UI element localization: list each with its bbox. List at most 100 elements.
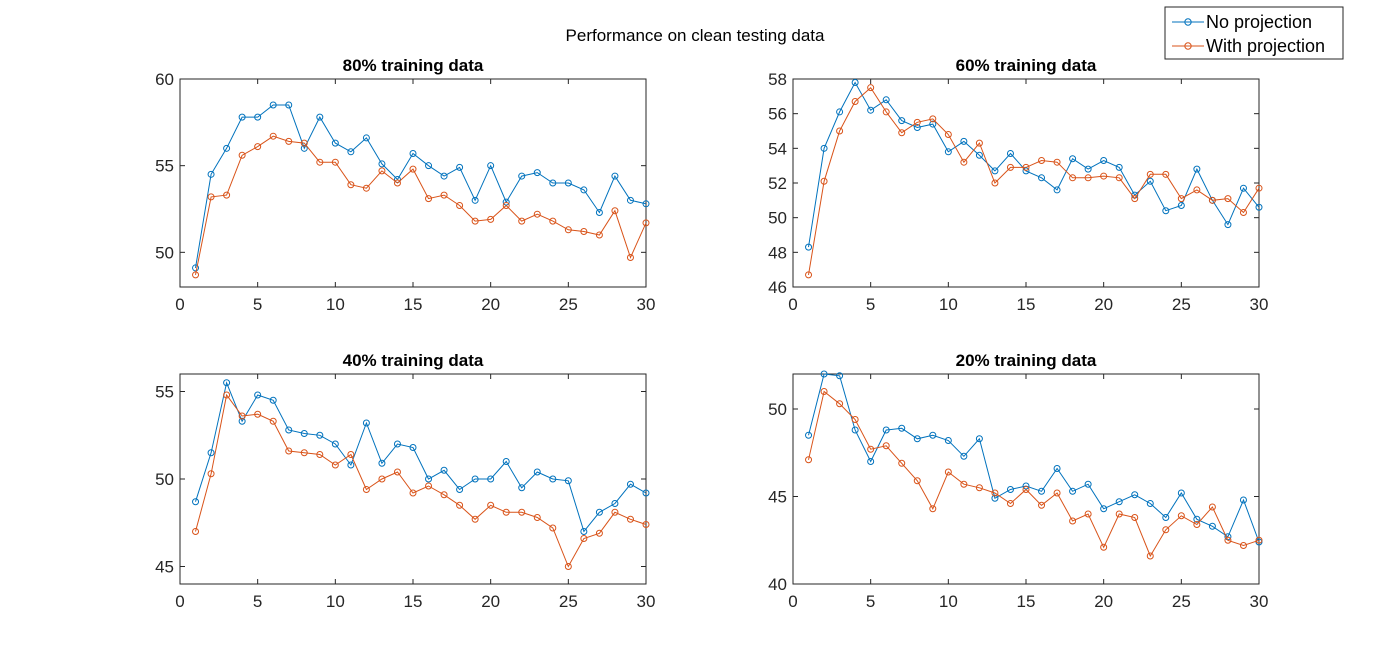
- data-point-no-projection: [238, 417, 246, 425]
- data-point-no-projection: [409, 444, 417, 451]
- data-point-no-projection: [851, 426, 859, 434]
- data-point-with-projection: [1146, 552, 1154, 560]
- data-point-with-projection: [611, 508, 619, 516]
- data-point-with-projection: [1100, 543, 1108, 551]
- data-point-no-projection: [991, 167, 999, 175]
- data-point-with-projection: [1208, 196, 1216, 204]
- x-tick-label: 30: [1250, 295, 1269, 314]
- data-point-with-projection: [851, 98, 859, 106]
- data-point-no-projection: [1239, 496, 1247, 504]
- data-point-with-projection: [347, 451, 355, 458]
- x-tick-label: 25: [559, 295, 578, 314]
- data-point-no-projection: [425, 475, 433, 483]
- data-point-no-projection: [1115, 498, 1123, 506]
- data-point-no-projection: [409, 150, 417, 158]
- data-point-with-projection: [991, 489, 999, 497]
- y-tick-label: 54: [768, 139, 787, 158]
- data-point-no-projection: [595, 208, 603, 216]
- data-point-no-projection: [331, 139, 339, 147]
- data-point-with-projection: [1224, 195, 1232, 203]
- data-point-no-projection: [192, 264, 200, 272]
- data-point-no-projection: [425, 162, 433, 170]
- legend-marker-no-projection: [1184, 18, 1192, 26]
- data-point-no-projection: [269, 396, 277, 404]
- series-line-no-projection: [808, 373, 1260, 543]
- data-point-no-projection: [820, 144, 828, 152]
- data-point-no-projection: [347, 461, 355, 469]
- data-point-with-projection: [1208, 503, 1216, 511]
- data-point-with-projection: [944, 468, 952, 476]
- data-point-with-projection: [471, 515, 479, 523]
- data-point-with-projection: [409, 165, 417, 173]
- data-point-with-projection: [425, 195, 433, 203]
- data-point-with-projection: [533, 514, 541, 521]
- data-point-with-projection: [378, 167, 386, 175]
- data-point-no-projection: [207, 449, 215, 457]
- data-point-no-projection: [378, 160, 386, 168]
- data-point-with-projection: [456, 202, 464, 210]
- data-point-with-projection: [300, 139, 308, 147]
- data-point-no-projection: [1162, 514, 1170, 521]
- data-point-no-projection: [960, 452, 968, 460]
- data-point-with-projection: [269, 417, 277, 425]
- data-point-with-projection: [1146, 170, 1154, 178]
- x-tick-label: 0: [175, 592, 184, 611]
- data-point-no-projection: [867, 106, 875, 114]
- data-point-with-projection: [929, 505, 937, 513]
- data-point-no-projection: [1084, 165, 1092, 173]
- data-point-no-projection: [580, 186, 588, 194]
- data-point-no-projection: [611, 172, 619, 180]
- data-point-with-projection: [207, 193, 215, 201]
- data-point-no-projection: [1162, 207, 1170, 215]
- data-point-with-projection: [518, 508, 526, 516]
- data-point-with-projection: [316, 158, 324, 166]
- data-point-with-projection: [549, 524, 557, 532]
- data-point-with-projection: [223, 391, 231, 399]
- data-point-with-projection: [425, 482, 433, 490]
- data-point-no-projection: [1208, 522, 1216, 530]
- x-tick-label: 30: [637, 592, 656, 611]
- y-tick-label: 52: [768, 174, 787, 193]
- data-point-with-projection: [533, 210, 541, 218]
- data-point-no-projection: [518, 172, 526, 180]
- data-point-with-projection: [898, 129, 906, 137]
- data-point-no-projection: [456, 486, 464, 493]
- x-tick-label: 30: [1250, 592, 1269, 611]
- data-point-with-projection: [1084, 510, 1092, 518]
- x-tick-label: 5: [253, 295, 262, 314]
- data-point-with-projection: [192, 528, 200, 535]
- data-point-with-projection: [1193, 186, 1201, 194]
- y-tick-label: 40: [768, 575, 787, 594]
- series-with-projection: [192, 132, 650, 279]
- legend-label-with-projection: With projection: [1206, 36, 1325, 56]
- data-point-with-projection: [975, 484, 983, 492]
- data-point-with-projection: [642, 521, 650, 528]
- data-point-no-projection: [347, 148, 355, 156]
- data-point-with-projection: [1022, 486, 1030, 493]
- data-point-no-projection: [564, 179, 572, 187]
- series-with-projection: [192, 391, 650, 570]
- data-point-no-projection: [1053, 186, 1061, 194]
- data-point-with-projection: [1255, 184, 1263, 192]
- data-point-with-projection: [836, 400, 844, 408]
- y-tick-label: 58: [768, 70, 787, 89]
- data-point-no-projection: [882, 96, 890, 104]
- y-tick-label: 50: [155, 470, 174, 489]
- y-tick-label: 50: [768, 400, 787, 419]
- data-point-no-projection: [487, 162, 495, 170]
- legend-marker-with-projection: [1184, 42, 1192, 50]
- data-point-with-projection: [238, 151, 246, 159]
- data-point-no-projection: [898, 424, 906, 432]
- data-point-with-projection: [254, 410, 262, 418]
- data-point-with-projection: [595, 529, 603, 537]
- data-point-no-projection: [316, 113, 324, 121]
- data-point-with-projection: [331, 461, 339, 469]
- data-point-no-projection: [238, 113, 246, 121]
- data-point-with-projection: [1162, 526, 1170, 534]
- data-point-with-projection: [1177, 195, 1185, 203]
- data-point-with-projection: [285, 137, 293, 145]
- data-point-no-projection: [1255, 203, 1263, 211]
- data-point-with-projection: [192, 271, 200, 279]
- data-point-no-projection: [1146, 500, 1154, 507]
- x-tick-label: 5: [866, 592, 875, 611]
